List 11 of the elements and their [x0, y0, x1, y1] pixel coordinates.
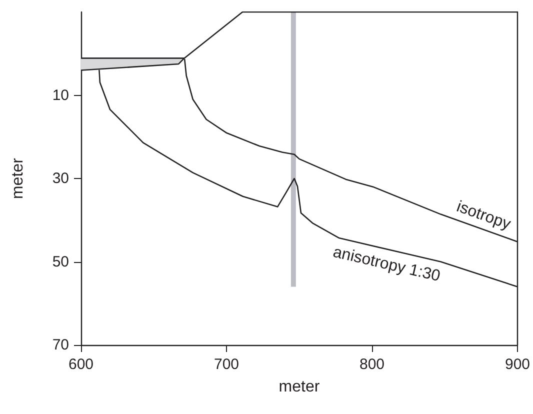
- y-tick-label: 70: [52, 336, 69, 354]
- y-tick-label: 10: [52, 86, 69, 104]
- y-tick-label: 30: [52, 170, 69, 187]
- x-tick-label: 700: [214, 356, 240, 373]
- y-tick-label: 50: [52, 253, 69, 270]
- text: anisotropy 1:30: [331, 244, 442, 286]
- x-tick-label: 800: [359, 356, 385, 373]
- x-axis-title: meter: [278, 378, 320, 396]
- y-axis-title: meter: [10, 157, 26, 199]
- x-tick-label: 600: [68, 356, 94, 373]
- x-tick-label: 900: [504, 356, 530, 373]
